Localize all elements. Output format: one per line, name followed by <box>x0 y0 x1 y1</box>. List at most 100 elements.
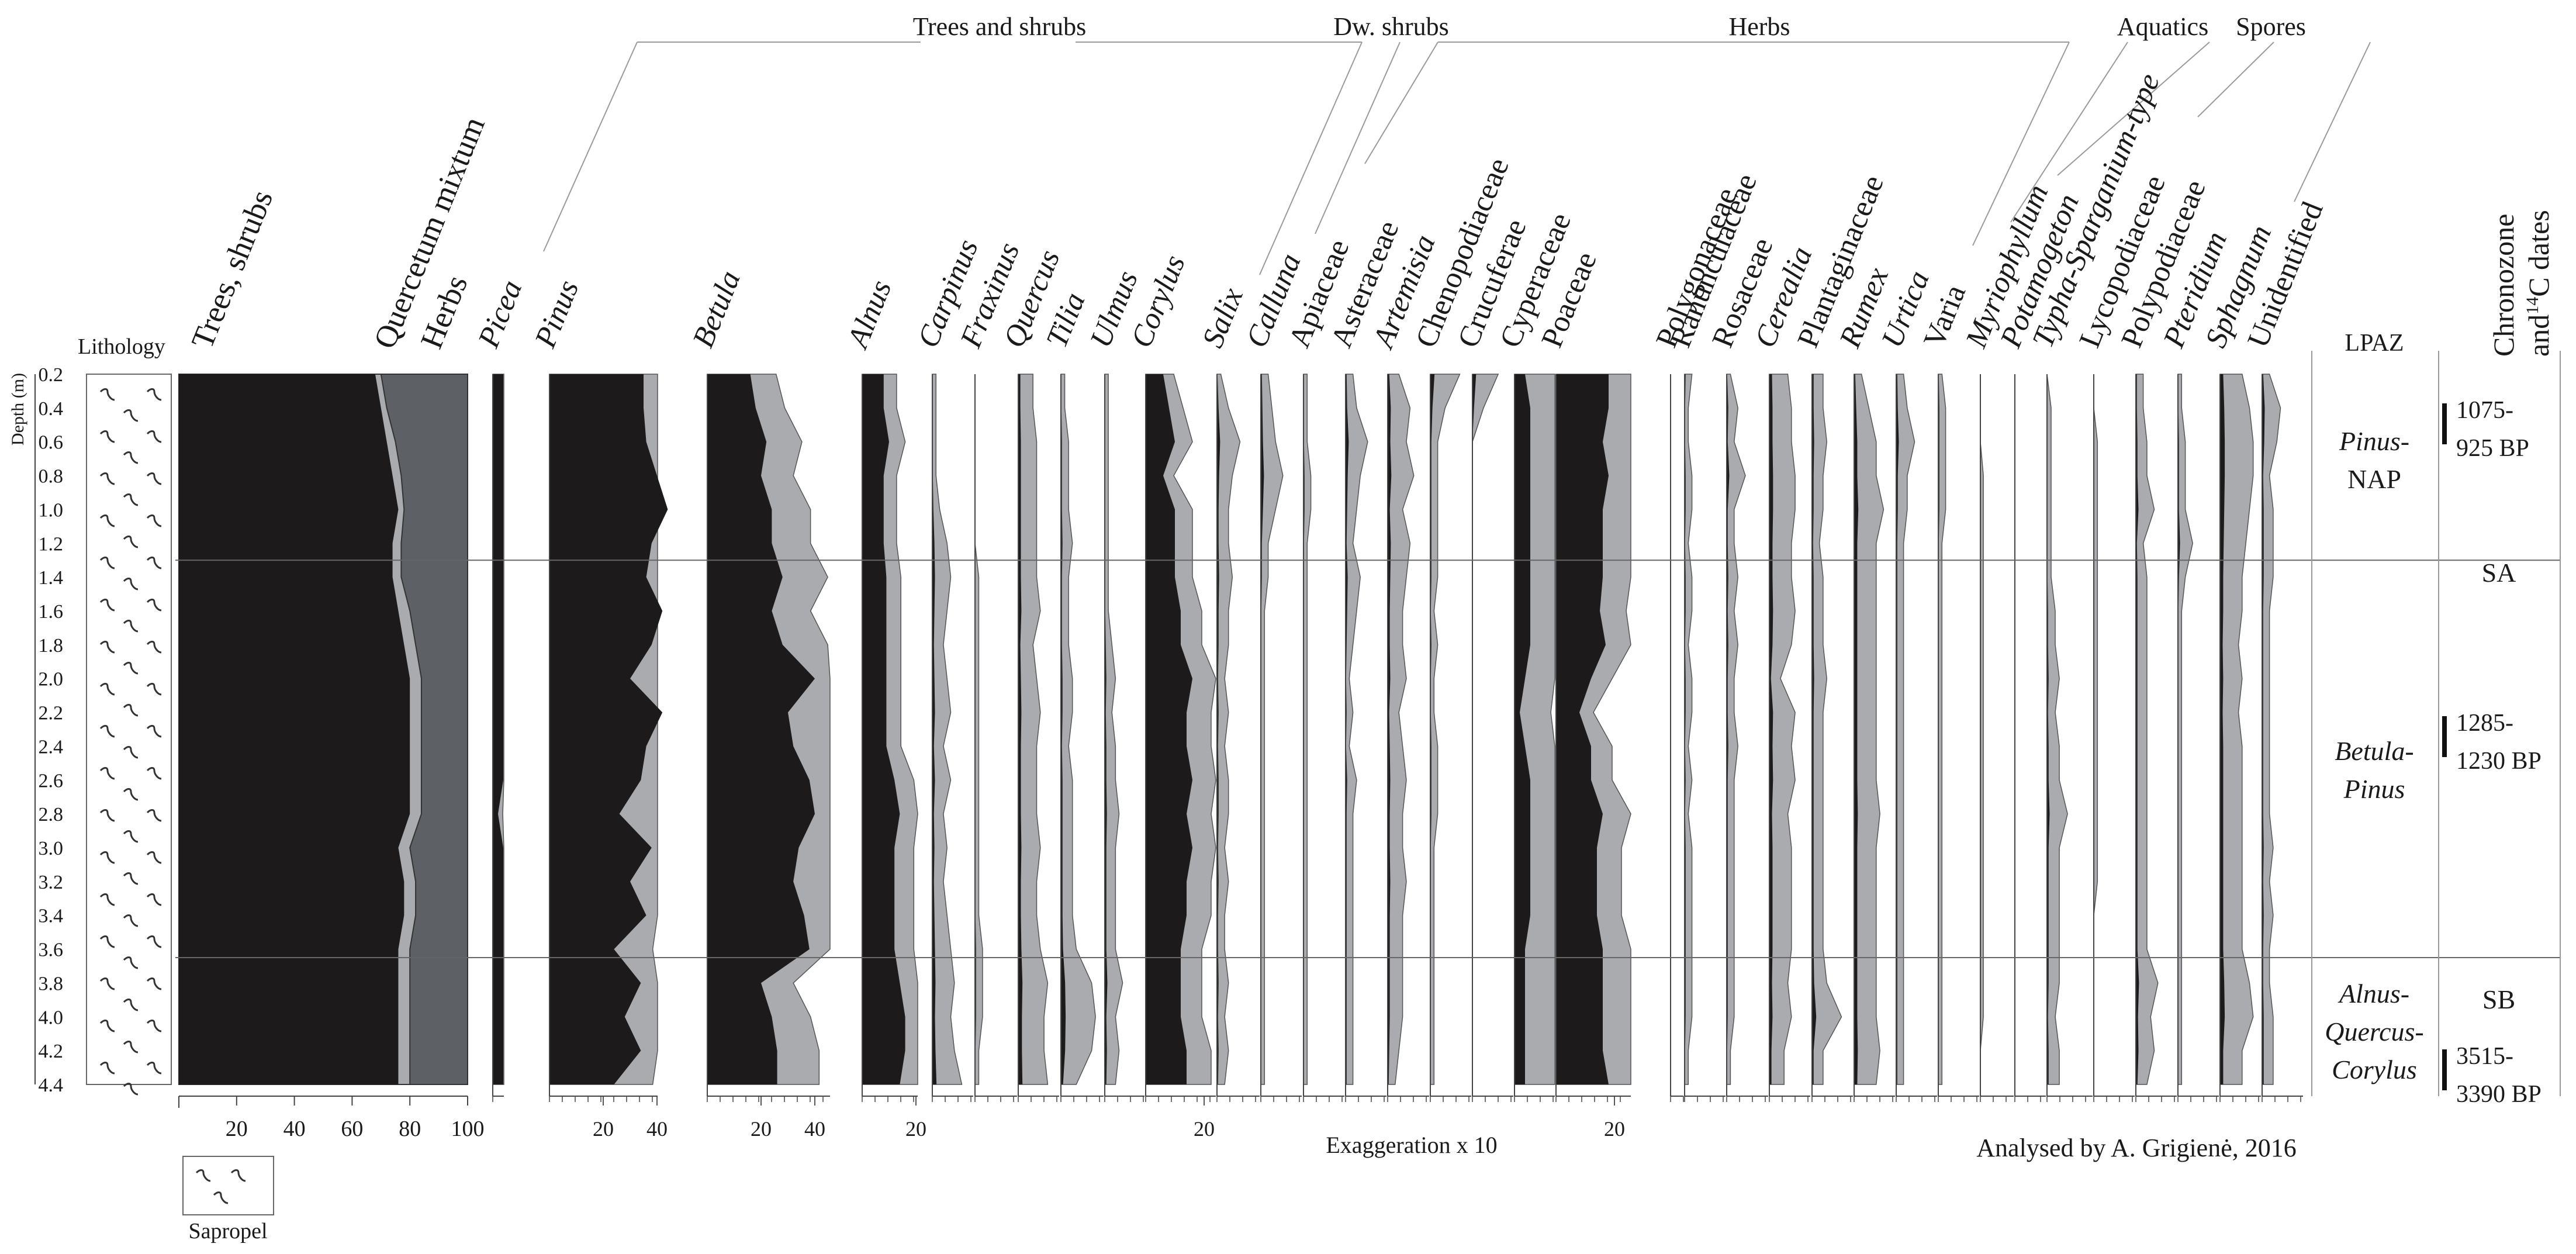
depth-tick-label: 1.0 <box>39 499 64 521</box>
radiocarbon-date-line: 925 BP <box>2456 435 2529 462</box>
chronozone-header-sup: 14 <box>2523 297 2542 315</box>
group-leader-line <box>2294 42 2371 202</box>
exaggeration-curve-rosaceae <box>1726 374 1746 1085</box>
sapropel-symbol <box>146 472 162 485</box>
sapropel-symbol <box>99 977 115 990</box>
value-curve-artemisia <box>1388 374 1392 1084</box>
taxon-panel-pinus: 20 40 Pinus <box>528 275 668 1141</box>
sapropel-symbol <box>123 620 139 633</box>
radiocarbon-date-line: 1075- <box>2456 397 2513 424</box>
exaggeration-curve-crucuferae <box>1472 374 1499 1084</box>
sapropel-symbol <box>123 451 139 464</box>
taxon-panel-quercus: Quercus <box>997 246 1066 1102</box>
group-leader-line <box>2057 42 2210 176</box>
sapropel-symbol <box>99 683 115 696</box>
exaggeration-note: Exaggeration x 10 <box>1326 1132 1497 1158</box>
depth-tick-label: 1.6 <box>39 601 64 623</box>
lpaz-zone-line: Alnus- <box>2338 979 2409 1008</box>
legend-sapropel-symbol <box>195 1169 211 1182</box>
sapropel-symbol <box>146 430 162 443</box>
value-curve-corylus <box>1146 374 1192 1084</box>
sapropel-symbol <box>146 851 162 864</box>
exaggeration-curve-urtica <box>1896 374 1915 1085</box>
lpaz-zone-line: NAP <box>2347 464 2401 494</box>
sapropel-symbol <box>99 809 115 822</box>
depth-tick-label: 2.4 <box>39 736 64 758</box>
value-curve-urtica <box>1896 374 1899 1084</box>
depth-axis: 0.2 0.4 0.6 0.8 1.0 1.2 1.4 1.6 1.8 2.0 2.2 2.4 2.6 2… <box>8 364 63 1096</box>
lpaz-header: LPAZ <box>2345 330 2404 357</box>
taxon-panel-rosaceae: Rosaceae <box>1706 233 1780 1102</box>
summary-x-tick-label: 60 <box>341 1117 363 1141</box>
exaggeration-curve-apiaceae <box>1303 374 1312 1085</box>
x-tick-label-betula: 40 <box>804 1117 825 1141</box>
value-curve-cyperaceae <box>1515 374 1530 1084</box>
taxon-panel-tilia: Tilia <box>1040 288 1104 1102</box>
depth-tick-label: 3.2 <box>39 872 64 893</box>
sapropel-symbol <box>146 1020 162 1032</box>
sapropel-symbol <box>146 935 162 948</box>
chronozone-header-line2: and14C dates <box>2522 210 2555 357</box>
legend-sapropel-swatch <box>182 1156 274 1215</box>
lithology-column: Lithology Sapropel <box>78 334 274 1243</box>
annotation-layer: Exaggeration x 10 Analysed by A. Grigienė… <box>1326 1132 2296 1162</box>
value-curve-pinus <box>549 374 668 1084</box>
value-curve-betula <box>707 374 815 1084</box>
lpaz-zone-line: Betula- <box>2335 736 2414 766</box>
sapropel-symbol <box>99 557 115 569</box>
depth-tick-label: 3.4 <box>39 906 64 927</box>
x-tick-label-betula: 20 <box>751 1117 772 1141</box>
sapropel-symbol <box>146 977 162 990</box>
value-curve-unidentified <box>2262 374 2265 1084</box>
chronozone-label: SA <box>2482 558 2516 588</box>
sapropel-symbol <box>99 725 115 738</box>
group-header-spores: Spores <box>2236 12 2306 41</box>
summary-x-tick-label: 20 <box>226 1117 248 1141</box>
lithology-title: Lithology <box>78 334 165 359</box>
sapropel-symbol <box>123 956 139 969</box>
sapropel-symbol <box>123 999 139 1011</box>
sapropel-symbol <box>123 914 139 927</box>
depth-tick-label: 4.4 <box>39 1075 64 1096</box>
sapropel-symbol <box>99 767 115 780</box>
taxon-panel-fraxinus: Fraxinus <box>954 238 1026 1102</box>
chronozone-header-line1: Chronozone <box>2487 214 2520 357</box>
sapropel-symbol <box>99 1020 115 1032</box>
sapropel-symbol <box>99 851 115 864</box>
value-curve-rosaceae <box>1727 374 1730 1084</box>
x-tick-label-corylus: 20 <box>1194 1117 1215 1141</box>
group-leader-line <box>1315 42 1401 234</box>
exaggeration-curve-cerealia <box>1769 374 1796 1085</box>
taxon-panel-cyperaceae: Cyperaceae <box>1493 208 1578 1102</box>
summary-label-trees-shrubs: Trees, shrubs <box>184 185 279 354</box>
depth-tick-label: 1.4 <box>39 567 64 589</box>
taxon-panel-betula: 20 40 Betula <box>686 266 831 1141</box>
taxon-panel-varia: Varia <box>1917 280 1979 1102</box>
summary-x-tick-label: 100 <box>451 1117 485 1141</box>
value-curve-salix <box>1217 374 1220 1084</box>
value-curve-typha-sparganium-type <box>2047 374 2050 1084</box>
taxon-panel-unidentified: Unidentified <box>2241 197 2330 1102</box>
taxon-panel-calluna: Calluna <box>1240 249 1308 1102</box>
depth-tick-label: 2.6 <box>39 770 64 792</box>
taxon-panel-cerealia: Cerealia <box>1748 242 1819 1102</box>
sapropel-symbol <box>146 557 162 569</box>
zone-layer: LPAZ Pinus- NAP Betula- Pinus Alnus- Quercus- C… <box>175 210 2561 1108</box>
summary-x-tick-label: 80 <box>399 1117 421 1141</box>
legend-sapropel-symbol <box>230 1169 246 1182</box>
value-curve-polypodiaceae <box>2136 374 2139 1084</box>
taxon-label-pinus: Pinus <box>528 275 586 353</box>
author-credit: Analysed by A. Grigienė, 2016 <box>1976 1134 2296 1162</box>
value-curve-cerealia <box>1769 374 1773 1084</box>
group-header-layer: Trees and shrubs Dw. shrubs Herbs Aquatics S… <box>543 12 2371 275</box>
sapropel-symbol <box>123 704 139 717</box>
value-curve-poaceae <box>1556 374 1609 1084</box>
depth-tick-label: 4.2 <box>39 1041 64 1062</box>
sapropel-symbol <box>99 599 115 612</box>
trees-shrubs-area <box>179 374 410 1084</box>
value-curve-tilia <box>1061 374 1066 1084</box>
depth-tick-label: 1.8 <box>39 635 64 657</box>
depth-tick-label: 2.0 <box>39 669 64 690</box>
taxon-label-betula: Betula <box>686 266 747 352</box>
